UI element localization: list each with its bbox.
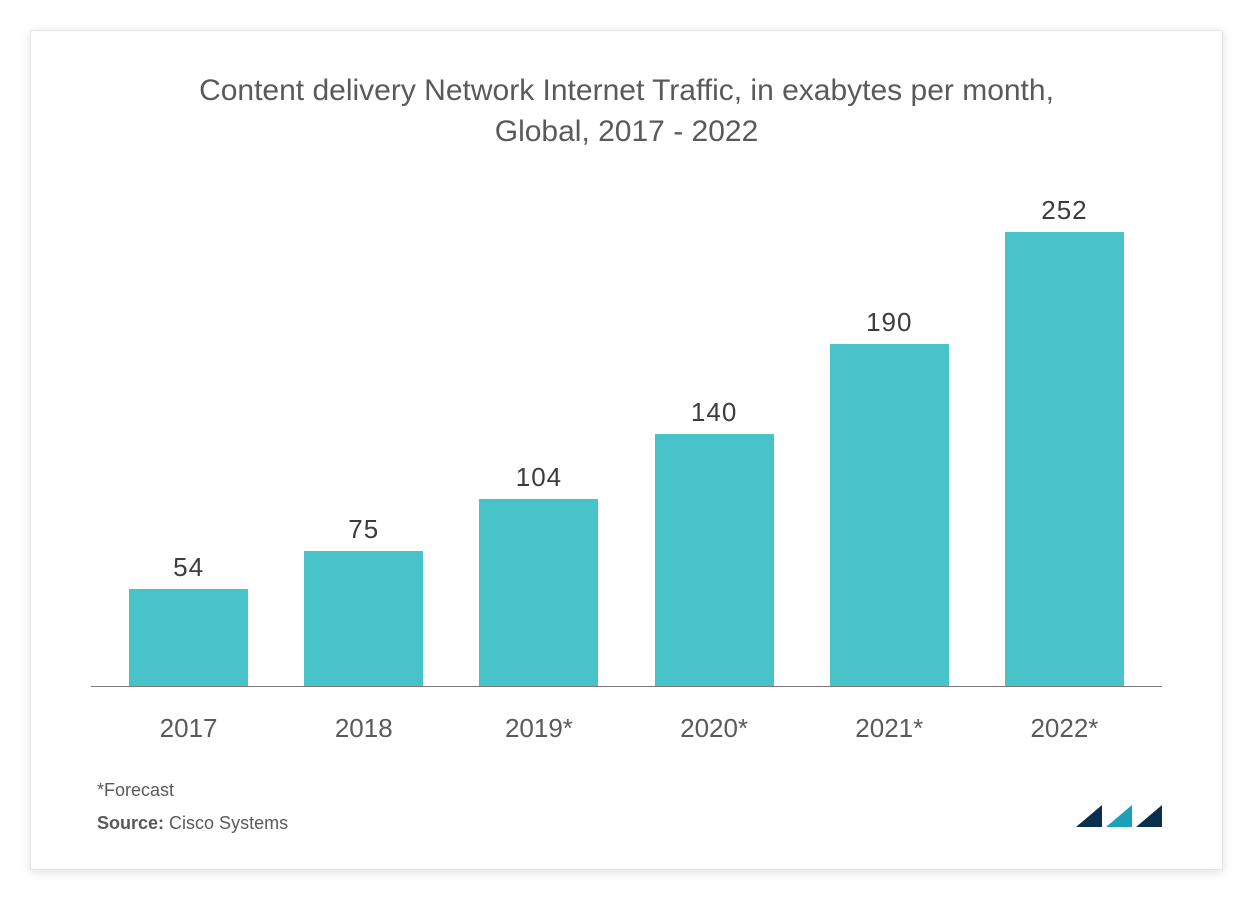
bar-rect [830,344,949,686]
bar-slot: 75 [276,182,451,686]
source-label: Source: [97,813,164,833]
x-axis-label: 2022* [977,713,1152,744]
footnotes: *Forecast Source: Cisco Systems [91,774,1162,839]
source-line: Source: Cisco Systems [97,807,1162,839]
bar-value-label: 104 [516,462,562,493]
bar-value-label: 252 [1041,195,1087,226]
x-axis-label: 2019* [451,713,626,744]
logo-triangle-2 [1106,805,1132,827]
bar-rect [1005,232,1124,686]
x-axis-label: 2018 [276,713,451,744]
bars-row: 54 75 104 140 190 252 [91,182,1162,686]
forecast-note: *Forecast [97,774,1162,806]
plot-area: 54 75 104 140 190 252 [91,182,1162,687]
x-axis-label: 2020* [627,713,802,744]
bar-rect [655,434,774,686]
bar-value-label: 190 [866,307,912,338]
bar-value-label: 75 [348,514,379,545]
x-axis-label: 2021* [802,713,977,744]
logo-triangle-1 [1076,805,1102,827]
bar-rect [304,551,423,686]
bar-value-label: 54 [173,552,204,583]
chart-title: Content delivery Network Internet Traffi… [91,71,1162,152]
chart-card: Content delivery Network Internet Traffi… [30,30,1223,870]
publisher-logo [1076,805,1162,827]
source-value: Cisco Systems [169,813,288,833]
bar-slot: 104 [451,182,626,686]
x-axis: 201720182019*2020*2021*2022* [91,699,1162,774]
bar-slot: 140 [627,182,802,686]
bar-slot: 190 [802,182,977,686]
bar-slot: 54 [101,182,276,686]
bar-value-label: 140 [691,397,737,428]
bar-slot: 252 [977,182,1152,686]
x-axis-label: 2017 [101,713,276,744]
bar-rect [129,589,248,686]
logo-triangle-3 [1136,805,1162,827]
bar-rect [479,499,598,686]
